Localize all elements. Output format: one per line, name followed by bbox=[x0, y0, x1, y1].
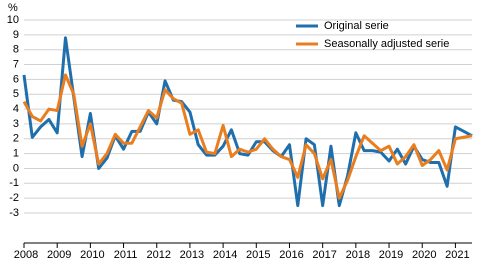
x-tick-label: 2014 bbox=[213, 249, 237, 261]
x-tick-label: 2009 bbox=[47, 249, 71, 261]
x-tick-label: 2010 bbox=[80, 249, 104, 261]
y-tick-label: 10 bbox=[7, 14, 19, 26]
x-tick-label: 2017 bbox=[312, 249, 336, 261]
line-series bbox=[22, 73, 473, 200]
x-tick-label: 2019 bbox=[379, 249, 403, 261]
line-series bbox=[22, 36, 473, 208]
y-tick-label: 4 bbox=[13, 103, 19, 115]
x-tick-label: 2021 bbox=[445, 249, 469, 261]
y-tick-label: 3 bbox=[13, 118, 19, 130]
x-tick-label: 2011 bbox=[114, 249, 138, 261]
y-tick-label: 5 bbox=[13, 88, 19, 100]
x-tick-label: 2018 bbox=[346, 249, 370, 261]
legend-label: Original serie bbox=[324, 20, 389, 32]
y-tick-label: -1 bbox=[9, 177, 19, 189]
y-tick-label: 7 bbox=[13, 58, 19, 70]
x-tick-label: 2016 bbox=[279, 249, 303, 261]
y-tick-label: 0 bbox=[13, 162, 19, 174]
x-tick-label: 2013 bbox=[180, 249, 204, 261]
y-tick-label: 2 bbox=[13, 133, 19, 145]
x-tick-label: 2012 bbox=[146, 249, 170, 261]
x-tick-label: 2008 bbox=[14, 249, 38, 261]
y-tick-label: 6 bbox=[13, 73, 19, 85]
legend-label: Seasonally adjusted serie bbox=[324, 38, 449, 50]
y-tick-label: 9 bbox=[13, 29, 19, 41]
x-tick-label: 2015 bbox=[246, 249, 270, 261]
y-tick-label: -2 bbox=[9, 192, 19, 204]
y-axis-label: % bbox=[8, 2, 18, 14]
x-tick-label: 2020 bbox=[412, 249, 436, 261]
y-tick-label: -3 bbox=[9, 207, 19, 219]
y-tick-label: 1 bbox=[13, 148, 19, 160]
y-tick-label: 8 bbox=[13, 44, 19, 56]
